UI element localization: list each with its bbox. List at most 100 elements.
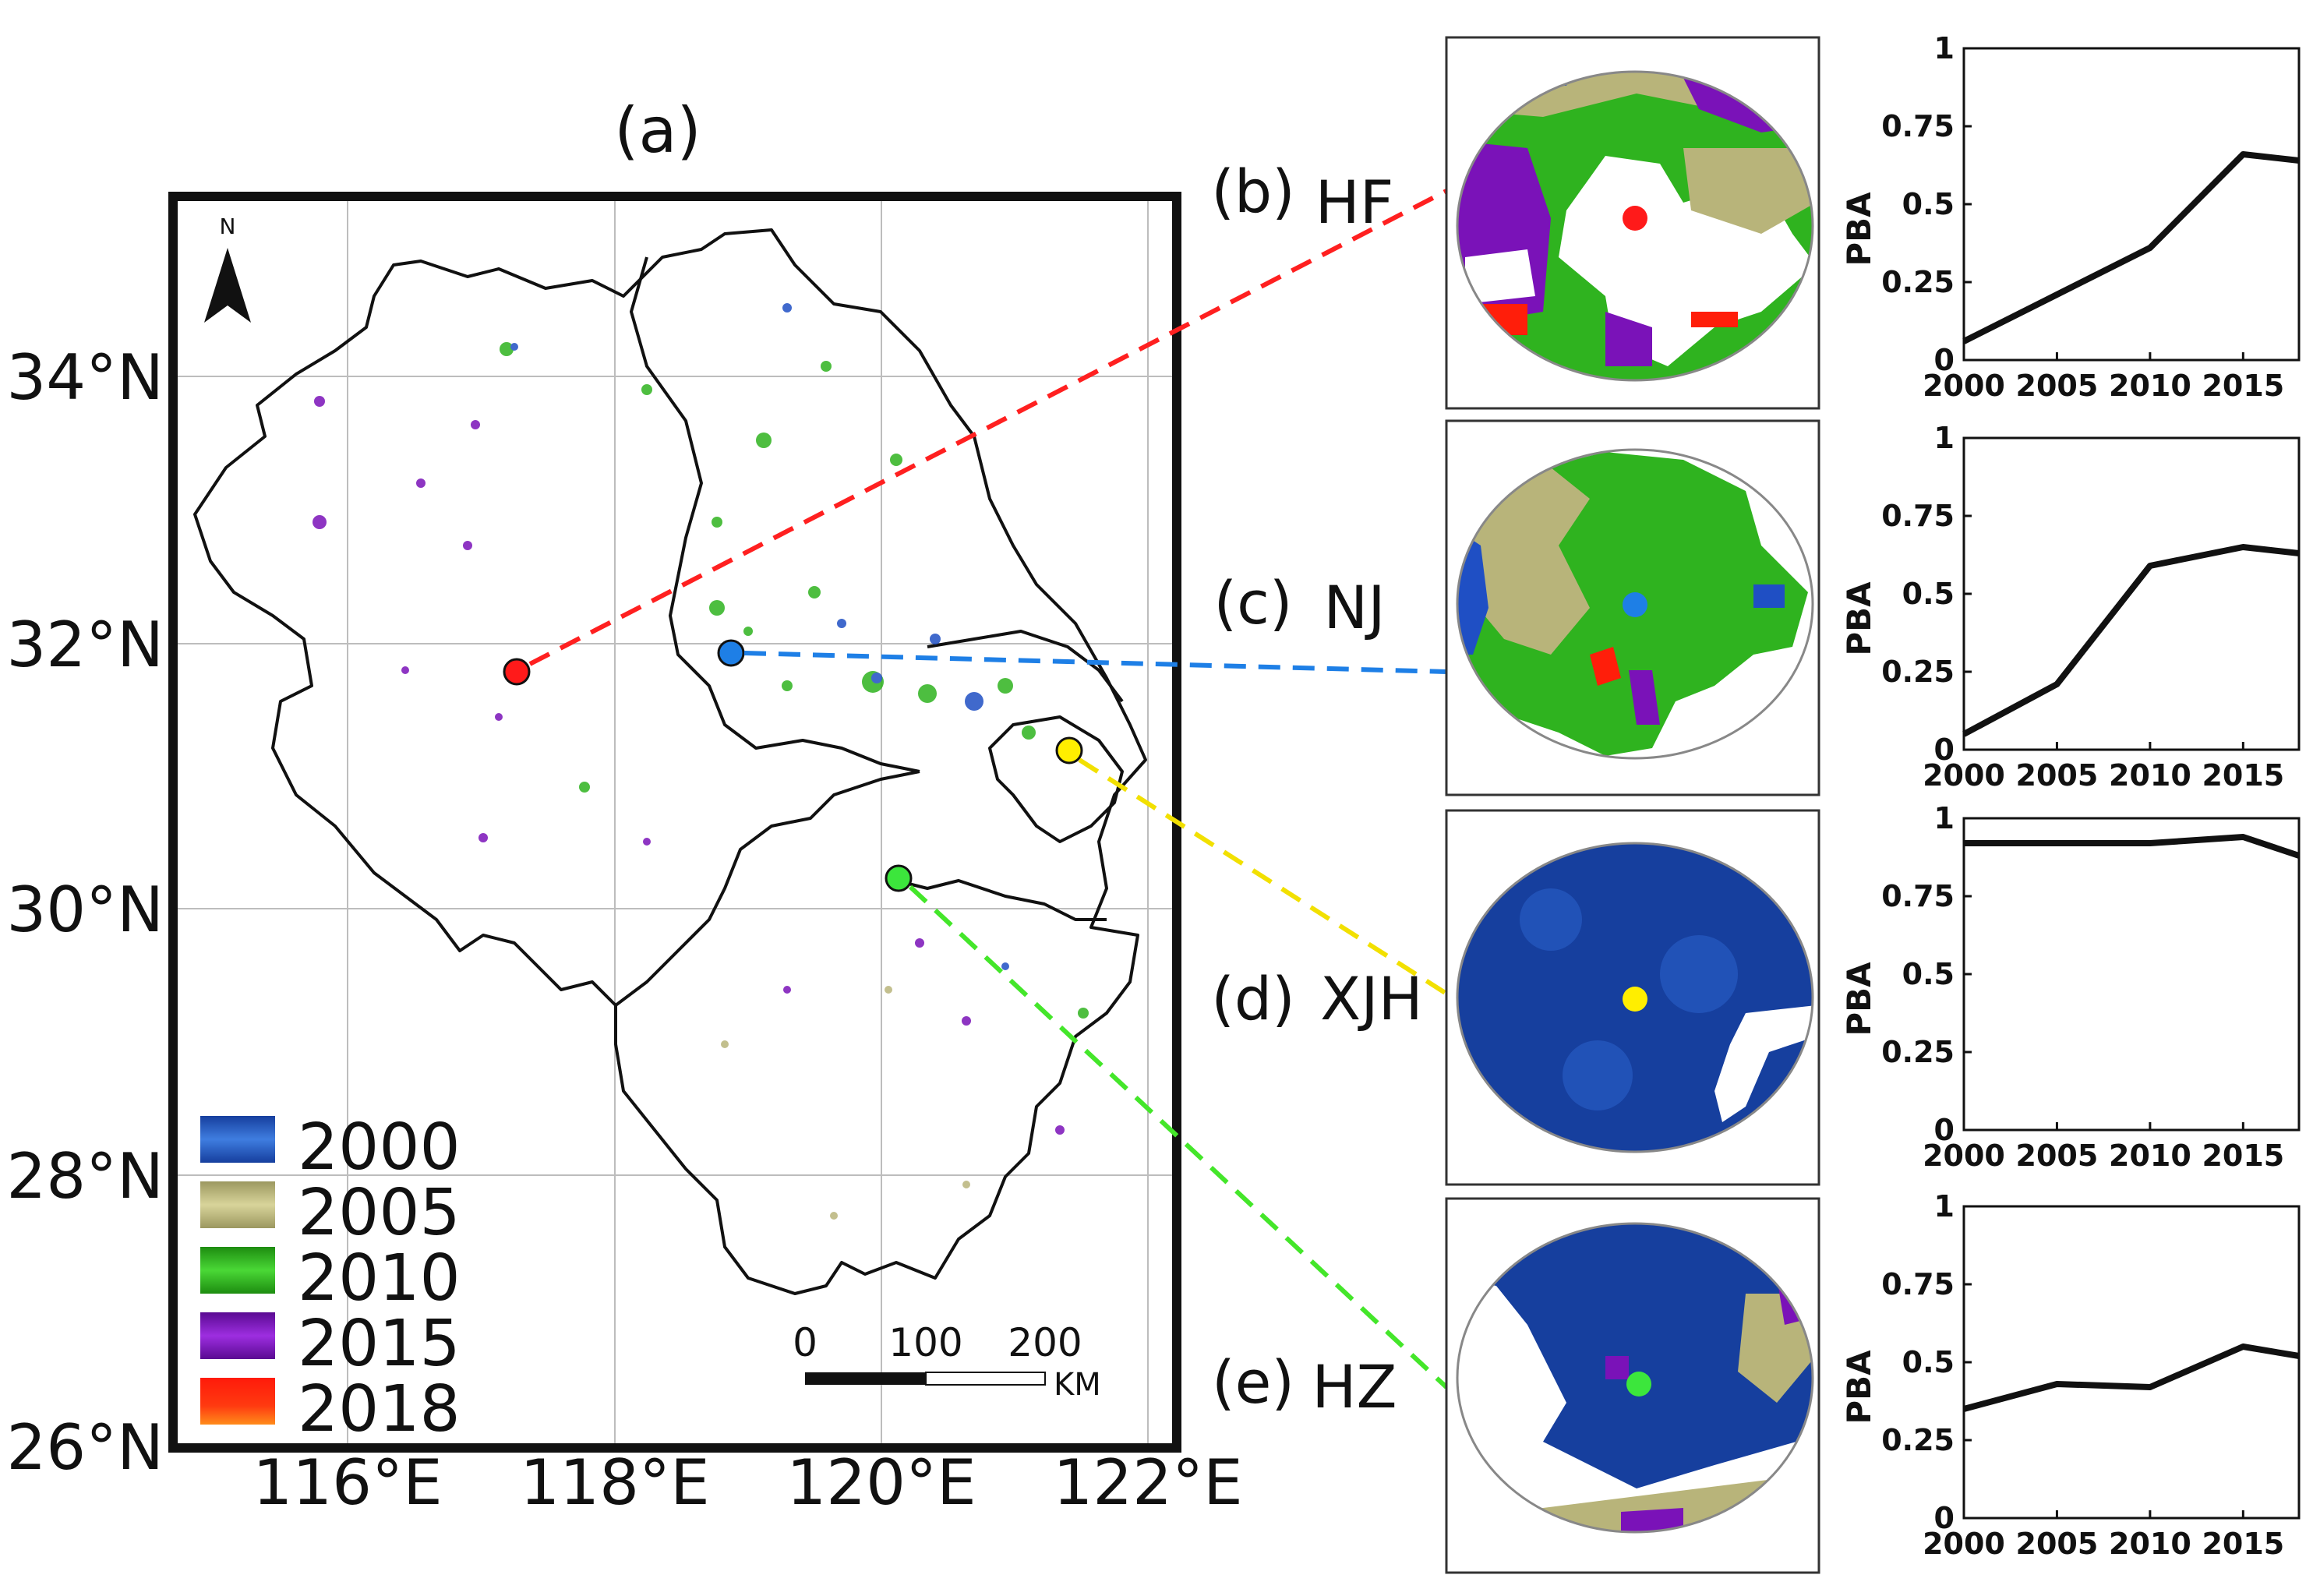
x-tick-label: 2005 xyxy=(2016,758,2099,793)
y-tick-label: 1 xyxy=(1934,1189,1955,1223)
scale-tick-200: 200 xyxy=(1008,1320,1082,1365)
plot-area xyxy=(1962,47,2301,362)
x-tick-label: 2000 xyxy=(1923,369,2005,403)
pba-chart-1: 0 0.25 0.5 0.75 1 2000 2005 2010 2015 PBA xyxy=(1840,421,2301,793)
lat-label-30: 30°N xyxy=(6,874,164,946)
x-tick-label: 2010 xyxy=(2109,1527,2191,1561)
y-axis-label: PBA xyxy=(1840,1350,1878,1425)
north-arrow-icon: N xyxy=(204,214,251,323)
y-tick-label: 0.75 xyxy=(1881,109,1955,143)
y-axis-label: PBA xyxy=(1840,962,1878,1036)
plot-area xyxy=(1962,817,2301,1132)
site-code-xjh: XJH xyxy=(1320,964,1423,1033)
marker-hz xyxy=(885,864,913,892)
marker-xjh xyxy=(1055,736,1083,764)
y-tick-label: 0.5 xyxy=(1902,577,1955,611)
zoom-panel-hf: (b) HF xyxy=(1211,36,1820,410)
y-tick-label: 0 xyxy=(1934,733,1955,767)
y-tick-label: 0.5 xyxy=(1902,957,1955,991)
pba-chart-2: 0 0.25 0.5 0.75 1 2000 2005 2010 2015 PBA xyxy=(1840,801,2301,1173)
x-tick-label: 2005 xyxy=(2016,1527,2099,1561)
y-tick-label: 0.25 xyxy=(1881,1035,1955,1069)
lat-label-28: 28°N xyxy=(6,1140,164,1213)
site-code-nj: NJ xyxy=(1323,573,1385,642)
y-tick-label: 0.5 xyxy=(1902,187,1955,221)
pba-chart-3: 0 0.25 0.5 0.75 1 2000 2005 2010 2015 PBA xyxy=(1840,1189,2301,1561)
x-tick-label: 2015 xyxy=(2202,1527,2284,1561)
y-tick-label: 0.25 xyxy=(1881,265,1955,299)
x-tick-label: 2015 xyxy=(2202,369,2284,403)
y-tick-label: 0 xyxy=(1934,1501,1955,1535)
x-tick-label: 2000 xyxy=(1923,1139,2005,1173)
connector-lines xyxy=(528,189,1449,1389)
plot-area xyxy=(1962,1205,2301,1520)
y-tick-label: 0 xyxy=(1934,343,1955,377)
zoom-marker-hz xyxy=(1626,1372,1651,1396)
x-tick-label: 2015 xyxy=(2202,1139,2284,1173)
connector-hz xyxy=(908,885,1449,1389)
scale-unit: KM xyxy=(1054,1367,1101,1403)
panel-label-b: (b) xyxy=(1211,157,1295,226)
lat-label-26: 26°N xyxy=(6,1411,164,1484)
latitude-labels: 34°N 32°N 30°N 28°N 26°N xyxy=(6,341,164,1484)
y-axis-label: PBA xyxy=(1840,192,1878,267)
lat-label-34: 34°N xyxy=(6,341,164,414)
y-tick-label: 0.75 xyxy=(1881,1267,1955,1301)
x-tick-label: 2010 xyxy=(2109,1139,2191,1173)
y-tick-label: 1 xyxy=(1934,421,1955,455)
y-tick-label: 0 xyxy=(1934,1113,1955,1147)
site-code-hf: HF xyxy=(1315,168,1394,237)
panel-label-c: (c) xyxy=(1213,568,1292,637)
x-tick-label: 2015 xyxy=(2202,758,2284,793)
x-tick-label: 2005 xyxy=(2016,369,2099,403)
marker-nj xyxy=(717,639,745,667)
svg-text:2018: 2018 xyxy=(298,1372,461,1446)
y-tick-label: 0.75 xyxy=(1881,499,1955,533)
lon-label-116: 116°E xyxy=(252,1446,442,1519)
zoom-marker-hf xyxy=(1623,206,1647,231)
urban-patches xyxy=(313,303,1089,1220)
connector-hf xyxy=(528,189,1448,666)
graticule xyxy=(173,196,1177,1448)
x-tick-label: 2005 xyxy=(2016,1139,2099,1173)
svg-text:2010: 2010 xyxy=(298,1241,461,1315)
marker-hf xyxy=(503,658,531,686)
zoom-panel-nj: (c) NJ xyxy=(1213,419,1820,796)
map-legend: 2000 2005 2010 2015 2018 xyxy=(200,1110,461,1446)
pba-series-line xyxy=(1964,834,2301,859)
scale-tick-0: 0 xyxy=(793,1320,817,1365)
scale-tick-100: 100 xyxy=(888,1320,962,1365)
pba-series-line xyxy=(1962,151,2300,344)
connector-nj xyxy=(743,651,1447,674)
site-code-hz: HZ xyxy=(1312,1352,1397,1421)
zoom-marker-xjh xyxy=(1623,987,1647,1012)
pba-charts: 0 0.25 0.5 0.75 1 2000 2005 2010 2015 PBA 0 0.25 0.5… xyxy=(1840,31,2301,1561)
pba-chart-0: 0 0.25 0.5 0.75 1 2000 2005 2010 2015 PBA xyxy=(1840,31,2301,403)
y-tick-label: 1 xyxy=(1934,31,1955,65)
pba-series-line xyxy=(1962,544,2300,737)
legend-item-2010: 2010 xyxy=(200,1241,461,1315)
lon-label-120: 120°E xyxy=(786,1446,976,1519)
legend-item-2005: 2005 xyxy=(200,1176,461,1250)
x-tick-label: 2010 xyxy=(2109,758,2191,793)
lon-label-122: 122°E xyxy=(1053,1446,1242,1519)
lon-label-118: 118°E xyxy=(520,1446,709,1519)
y-tick-label: 0.25 xyxy=(1881,655,1955,689)
legend-item-2015: 2015 xyxy=(200,1307,461,1381)
map-panel-label: (a) xyxy=(614,94,701,167)
legend-item-2000: 2000 xyxy=(200,1110,461,1185)
longitude-labels: 116°E 118°E 120°E 122°E xyxy=(252,1446,1242,1519)
svg-text:2005: 2005 xyxy=(298,1176,461,1250)
map-panel-a: (a) xyxy=(6,94,1242,1519)
x-tick-label: 2000 xyxy=(1923,1527,2005,1561)
svg-text:2015: 2015 xyxy=(298,1307,461,1381)
connector-xjh xyxy=(1078,757,1448,996)
lat-label-32: 32°N xyxy=(6,609,164,681)
y-tick-label: 0.5 xyxy=(1902,1345,1955,1379)
x-tick-label: 2000 xyxy=(1923,758,2005,793)
site-markers xyxy=(503,639,1083,892)
x-tick-label: 2010 xyxy=(2109,369,2191,403)
panel-label-e: (e) xyxy=(1212,1347,1294,1417)
svg-text:2000: 2000 xyxy=(298,1110,461,1185)
